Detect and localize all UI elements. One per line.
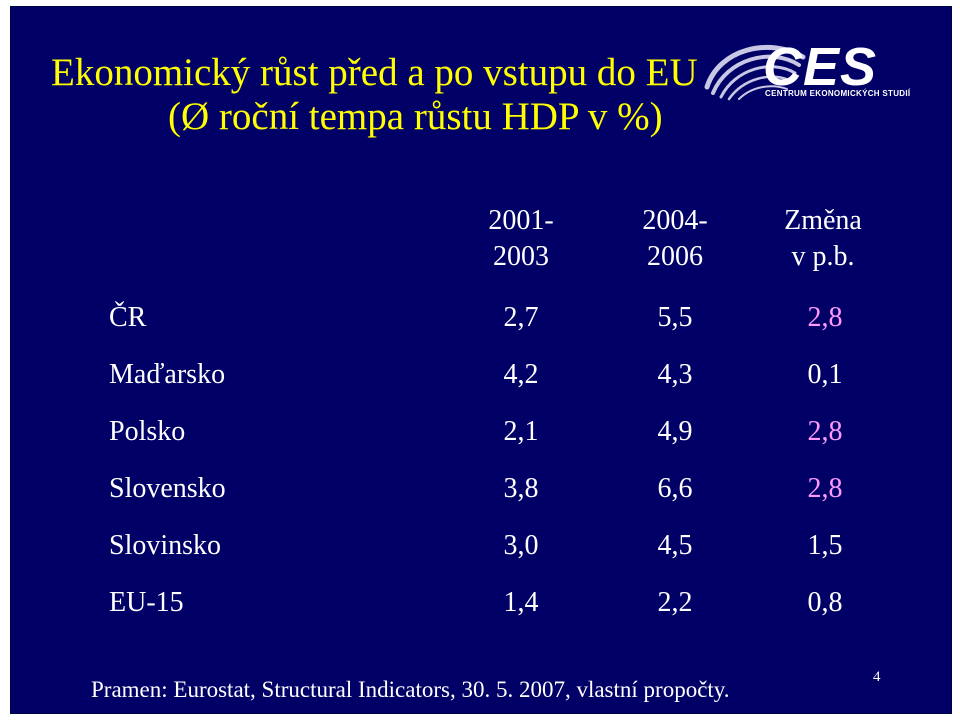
row-value-2004-2006: 4,9	[657, 416, 693, 447]
row-value-2004-2006: 5,5	[657, 302, 693, 333]
row-change: 2,8	[807, 416, 843, 447]
logo-subtitle: CENTRUM EKONOMICKÝCH STUDIÍ	[765, 89, 911, 98]
header-period-1: 2001- 2003	[488, 205, 554, 272]
source-note: Pramen: Eurostat, Structural Indicators,…	[91, 677, 730, 702]
row-value-2001-2003: 3,8	[503, 473, 539, 504]
ces-logo: CES CENTRUM EKONOMICKÝCH STUDIÍ	[699, 35, 929, 105]
row-country: Slovinsko	[109, 530, 222, 561]
row-change: 2,8	[807, 473, 843, 504]
title-line-2: (Ø roční tempa růstu HDP v %)	[168, 95, 663, 138]
header-period-2: 2004- 2006	[642, 205, 708, 272]
row-value-2004-2006: 2,2	[657, 587, 693, 618]
row-change: 0,8	[807, 587, 843, 618]
slide: CES CENTRUM EKONOMICKÝCH STUDIÍ Ekonomic…	[10, 6, 952, 714]
row-country: ČR	[109, 302, 147, 333]
row-change: 0,1	[807, 359, 843, 390]
logo-wordmark: CES	[763, 37, 878, 97]
row-value-2001-2003: 3,0	[503, 530, 539, 561]
row-value-2001-2003: 1,4	[503, 587, 539, 618]
row-value-2004-2006: 4,5	[657, 530, 693, 561]
row-value-2001-2003: 2,7	[503, 302, 539, 333]
row-value-2001-2003: 2,1	[503, 416, 539, 447]
slide-title: Ekonomický růst před a po vstupu do EU (…	[51, 51, 698, 139]
row-value-2001-2003: 4,2	[503, 359, 539, 390]
header-change: Změna v p.b.	[784, 205, 862, 272]
globe-swoosh-icon	[704, 44, 806, 101]
row-country: EU-15	[109, 587, 184, 618]
page-number: 4	[873, 669, 881, 685]
title-line-1: Ekonomický růst před a po vstupu do EU	[51, 51, 698, 94]
row-value-2004-2006: 4,3	[657, 359, 693, 390]
row-country: Maďarsko	[109, 359, 226, 390]
row-change: 1,5	[807, 530, 843, 561]
row-change: 2,8	[807, 302, 843, 333]
row-country: Slovensko	[109, 473, 226, 504]
row-value-2004-2006: 6,6	[657, 473, 693, 504]
row-country: Polsko	[109, 416, 186, 447]
